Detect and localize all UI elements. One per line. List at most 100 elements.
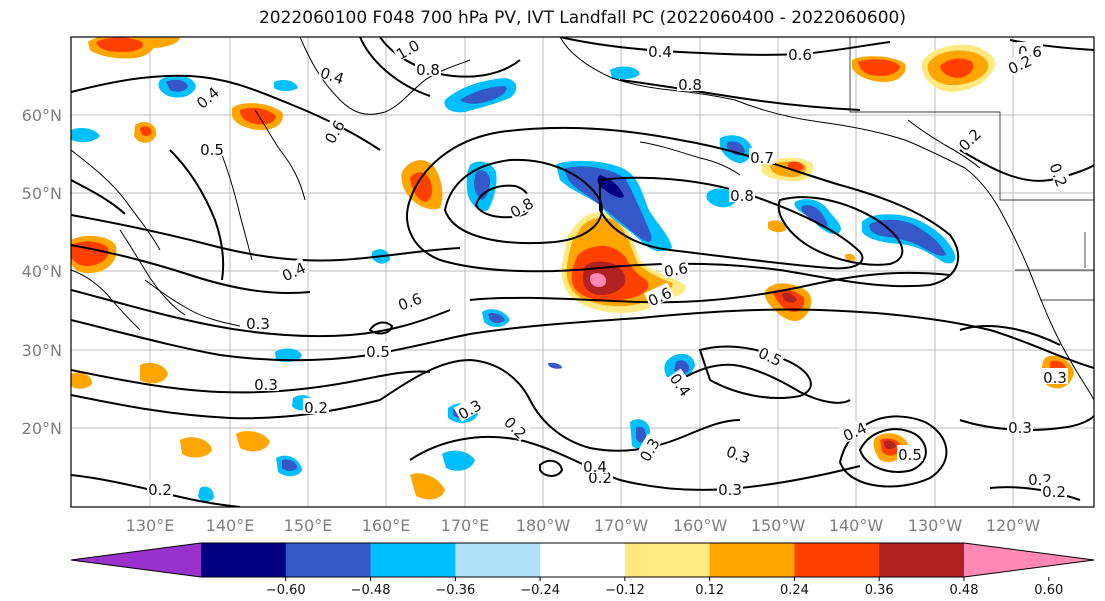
contour-label-bg: [953, 123, 984, 154]
colorbar-tick-label: −0.12: [605, 583, 645, 598]
colorbar-tick-label: −0.24: [520, 583, 560, 598]
lat-label: 20°N: [22, 419, 62, 438]
colorbar-tick-label: 0.36: [865, 583, 894, 598]
contour-label: 0.6: [663, 259, 690, 281]
contour-label: 0.8: [730, 187, 754, 205]
gridlines: [71, 37, 1094, 507]
contour-label: 0.3: [718, 481, 742, 499]
lat-label: 60°N: [22, 106, 62, 125]
lat-label: 30°N: [22, 341, 62, 360]
colorbar-segment: [794, 543, 880, 577]
contour-label: 0.7: [750, 149, 774, 167]
colorbar-segment: [455, 543, 541, 577]
colorbar-tick-label: −0.60: [266, 583, 306, 598]
contour-label: 0.5: [366, 343, 390, 361]
contour-label: 0.8: [678, 76, 702, 94]
contour-label-bg: [647, 42, 673, 58]
political-borders: [849, 37, 1094, 301]
contour-label: 0.2: [304, 399, 328, 417]
contour-label-bg: [415, 60, 441, 76]
contour-label: 0.2: [1042, 483, 1066, 501]
colorbar-segment: [879, 543, 965, 577]
contour-label-bg: [394, 288, 425, 313]
contour-label-bg: [1007, 418, 1033, 434]
contour-label-bg: [245, 314, 271, 330]
lon-label: 140°W: [829, 516, 884, 535]
coastlines: [71, 37, 1094, 401]
contour-label-bg: [661, 257, 690, 279]
contour-label-bg: [191, 81, 222, 111]
contour-label-bg: [277, 257, 309, 283]
map-border: [70, 36, 1095, 508]
contour-label-bg: [453, 394, 485, 422]
contour-label-bg: [717, 480, 743, 496]
colorbar-tick-label: 0.24: [780, 583, 809, 598]
colorbar-extend-low: [71, 543, 201, 577]
contour-label-bg: [582, 457, 608, 473]
lon-label: 130°W: [908, 516, 963, 535]
lon-label: 130°E: [126, 516, 175, 535]
lon-label: 120°W: [986, 516, 1041, 535]
contour-label-bg: [897, 445, 923, 461]
lon-label: 140°E: [206, 516, 255, 535]
contour-label-bg: [253, 375, 279, 391]
contour-label: 0.5: [200, 141, 224, 159]
contour-label-bg: [643, 282, 675, 308]
contour-label-bg: [729, 186, 755, 202]
contour-label-bg: [505, 192, 537, 220]
lon-label: 150°W: [751, 516, 806, 535]
contour-label: 0.6: [788, 46, 812, 64]
colorbar-extend-high: [964, 543, 1094, 577]
contour-label: 0.4: [583, 458, 607, 476]
contour-label: 0.3: [246, 315, 270, 333]
contour-label-bg: [1003, 50, 1035, 76]
contour-label: 0.2: [588, 469, 612, 487]
colorbar-segment: [285, 543, 372, 577]
contour-label-bg: [501, 411, 532, 442]
contour-label-bg: [147, 480, 173, 496]
lon-label: 150°E: [284, 516, 333, 535]
longitude-labels: 130°E 140°E 150°E 160°E 170°E 180°W 170°W 160°W…: [126, 516, 1041, 535]
colorbar-segment: [201, 543, 287, 577]
contour-label-bg: [634, 433, 662, 465]
colorbar-tick-label: −0.48: [351, 583, 391, 598]
contour-label-bg: [365, 342, 391, 358]
contour-label-bg: [723, 441, 754, 466]
map-title: 2022060100 F048 700 hPa PV, IVT Landfall…: [258, 8, 906, 28]
contour-label-bg: [1041, 482, 1067, 498]
colorbar-outline: [70, 542, 1095, 578]
lon-label: 180°W: [516, 516, 571, 535]
colorbar: [70, 542, 1095, 578]
colorbar-tick-label: 0.48: [950, 583, 979, 598]
contour-label-bg: [749, 148, 775, 164]
contour-label: 0.3: [254, 376, 278, 394]
contour-label-bg: [838, 417, 870, 443]
pv-contours: [71, 37, 1094, 507]
contour-label: 0.2: [148, 481, 172, 499]
contour-label-bg: [677, 75, 703, 91]
contour-label-bg: [667, 368, 696, 400]
lon-label: 170°W: [594, 516, 649, 535]
colorbar-segment: [540, 543, 626, 577]
contour-label: 0.8: [416, 61, 440, 79]
contour-label-bg: [391, 37, 423, 62]
colorbar-tick-label: −0.36: [435, 583, 475, 598]
contour-label-bg: [317, 62, 348, 86]
contour-label-bg: [787, 45, 813, 61]
contour-label: 0.5: [898, 446, 922, 464]
lon-label: 160°E: [362, 516, 411, 535]
latitude-labels: 60°N 50°N 40°N 30°N 20°N: [22, 106, 62, 438]
lat-label: 40°N: [22, 262, 62, 281]
contour-label-bg: [1042, 368, 1068, 384]
contour-label-bg: [303, 398, 329, 414]
contour-label-bg: [1047, 159, 1072, 190]
contour-label: 0.3: [1043, 369, 1067, 387]
colorbar-tick-labels: −0.60 −0.48 −0.36 −0.24 −0.12 0.12 0.24 0.36 0.4…: [266, 577, 1063, 598]
colorbar-segment: [709, 543, 795, 577]
colorbar-tick-label: 0.60: [1034, 583, 1063, 598]
lon-label: 160°W: [673, 516, 728, 535]
contour-label-bg: [755, 342, 787, 368]
colorbar-segment: [624, 543, 711, 577]
colorbar-segment: [370, 543, 456, 577]
